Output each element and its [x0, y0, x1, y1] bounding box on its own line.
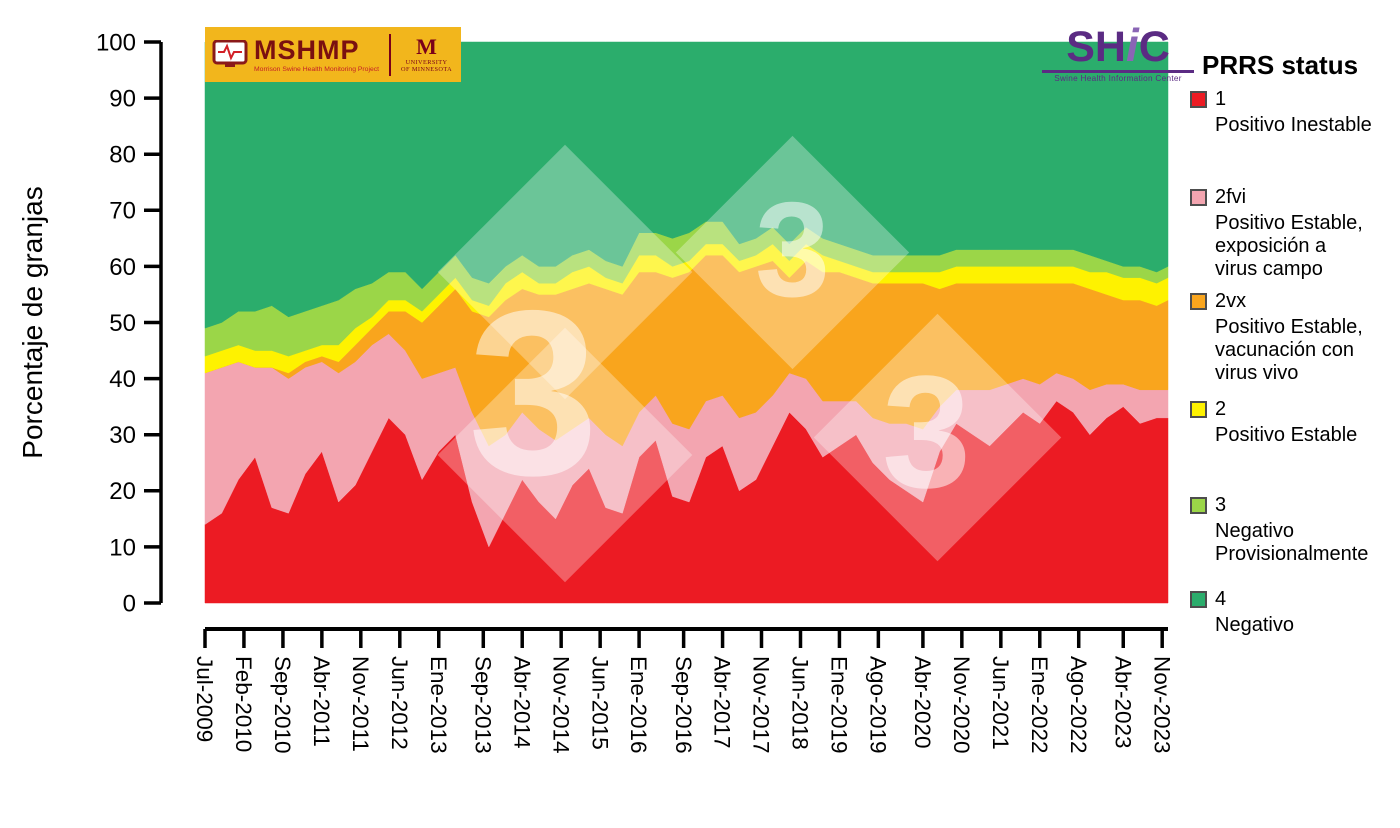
x-tick-label: Jul-2009: [192, 656, 217, 742]
legend-key-2: 2: [1215, 398, 1227, 420]
legend-item-2: 2 Positivo Estable: [1190, 398, 1395, 447]
x-tick-label: Feb-2010: [231, 656, 256, 752]
x-tick-label: Abr-2023: [1110, 656, 1135, 749]
x-tick-label: Ene-2013: [426, 656, 451, 754]
legend-swatch-2: [1190, 401, 1207, 418]
x-tick-label: Sep-2010: [270, 656, 295, 754]
y-tick-label: 90: [109, 86, 136, 113]
watermark-three: 3: [468, 261, 599, 524]
shic-i: i: [1125, 19, 1139, 71]
x-tick-label: Sep-2013: [470, 656, 495, 754]
x-tick-label: Ago-2019: [865, 656, 890, 754]
x-tick-label: Jun-2012: [387, 656, 412, 750]
x-tick-label: Nov-2023: [1149, 656, 1174, 754]
watermark-three: 3: [882, 342, 971, 521]
legend-label-4: Negativo: [1215, 614, 1294, 636]
legend-label-2: Positivo Estable: [1215, 424, 1358, 446]
legend-item-3: 3 Negativo Provisionalmente: [1190, 494, 1395, 566]
legend-label-2vx: Positivo Estable, vacunación con virus viv…: [1215, 316, 1363, 385]
shic-c: C: [1138, 23, 1170, 71]
umn-block-m-icon: M: [416, 34, 437, 60]
y-axis-title: Porcentaje de granjas: [17, 186, 48, 458]
legend-key-3: 3: [1215, 494, 1227, 516]
umn-logo: M UNIVERSITY OF MINNESOTA: [401, 36, 452, 73]
x-tick-label: Ene-2019: [827, 656, 852, 754]
x-tick-label: Nov-2011: [348, 656, 373, 752]
x-tick-label: Jun-2021: [988, 656, 1013, 750]
x-tick-label: Ago-2022: [1066, 656, 1091, 754]
x-tick-label: Abr-2014: [509, 656, 534, 749]
legend-swatch-1: [1190, 91, 1207, 108]
legend-label-2fvi: Positivo Estable, exposición a virus campo: [1215, 212, 1363, 281]
legend-label-3: Negativo Provisionalmente: [1215, 520, 1369, 566]
legend-key-1: 1: [1215, 88, 1227, 110]
umn-line1: UNIVERSITY: [405, 59, 448, 67]
x-tick-label: Abr-2020: [910, 656, 935, 749]
x-tick-label: Sep-2016: [671, 656, 696, 754]
x-tick-label: Nov-2017: [749, 656, 774, 754]
x-tick-label: Abr-2017: [710, 656, 735, 749]
y-tick-label: 60: [109, 254, 136, 281]
y-tick-label: 0: [123, 590, 136, 617]
x-tick-label: Ene-2022: [1027, 656, 1052, 754]
y-tick-label: 20: [109, 478, 136, 505]
legend-swatch-2vx: [1190, 293, 1207, 310]
x-tick-label: Nov-2014: [548, 656, 573, 754]
y-tick-label: 50: [109, 310, 136, 337]
mshmp-logo: MSHMP Morrison Swine Health Monitoring P…: [205, 27, 461, 82]
legend-swatch-2fvi: [1190, 189, 1207, 206]
logo-divider: [389, 33, 392, 76]
y-tick-label: 100: [96, 29, 136, 56]
legend-key-2vx: 2vx: [1215, 290, 1247, 312]
legend-item-4: 4 Negativo: [1190, 588, 1395, 637]
legend-swatch-4: [1190, 591, 1207, 608]
legend-item-2vx: 2vx Positivo Estable, vacunación con virus…: [1190, 290, 1395, 386]
x-tick-label: Abr-2011: [309, 656, 334, 747]
legend-key-4: 4: [1215, 588, 1227, 610]
legend-swatch-3: [1190, 497, 1207, 514]
mshmp-subtitle: Morrison Swine Health Monitoring Project: [254, 65, 380, 73]
x-tick-label: Jun-2018: [788, 656, 813, 750]
mshmp-title: MSHMP: [254, 34, 360, 65]
y-tick-label: 70: [109, 198, 136, 225]
y-tick-label: 10: [109, 534, 136, 561]
legend-key-2fvi: 2fvi: [1215, 186, 1247, 208]
umn-line2: OF MINNESOTA: [401, 65, 453, 73]
y-tick-label: 40: [109, 366, 136, 393]
y-tick-label: 30: [109, 422, 136, 449]
shic-caption: Swine Health Information Center: [1042, 70, 1194, 83]
area-series-4: [204, 41, 1169, 329]
x-tick-label: Jun-2015: [587, 656, 612, 750]
watermark-three: 3: [755, 174, 831, 325]
y-tick-label: 80: [109, 142, 136, 169]
shic-logo: SHiC Swine Health Information Center: [1042, 22, 1194, 83]
x-tick-label: Nov-2020: [949, 656, 974, 754]
legend-item-2fvi: 2fvi Positivo Estable, exposición a virus …: [1190, 186, 1395, 282]
x-tick-label: Ene-2016: [626, 656, 651, 754]
legend-label-1: Positivo Inestable: [1215, 114, 1372, 136]
legend-title: PRRS status: [1202, 50, 1359, 80]
shic-wordmark: SHiC: [1042, 22, 1194, 69]
monitor-heartbeat-icon: [212, 39, 248, 67]
legend-item-1: 1 Positivo Inestable: [1190, 88, 1395, 137]
shic-sh: SH: [1066, 23, 1126, 71]
